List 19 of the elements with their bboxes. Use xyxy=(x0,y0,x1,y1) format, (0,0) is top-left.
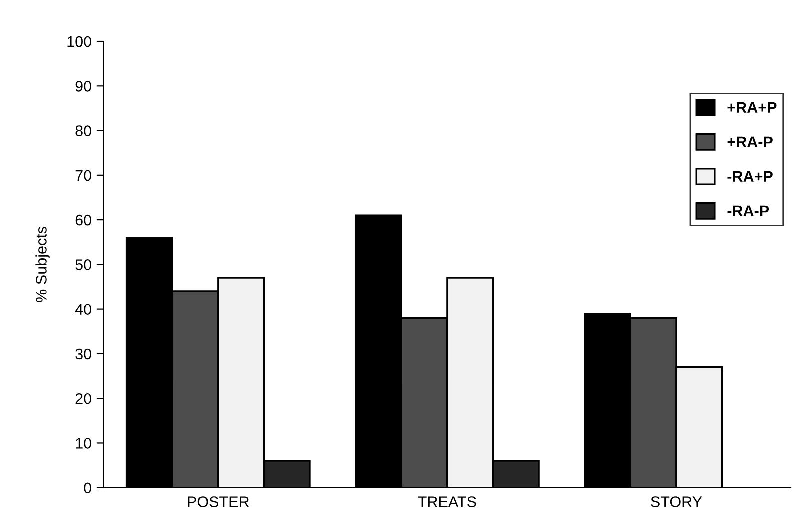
y-tick-label: 0 xyxy=(84,482,92,494)
y-tick-label: 80 xyxy=(76,126,92,136)
y-tick-label: 100 xyxy=(68,36,92,48)
y-tick-label: 50 xyxy=(76,260,92,270)
y-axis-title: % Subjects xyxy=(36,227,50,302)
y-tick-label: 10 xyxy=(76,438,92,449)
legend-label: +RA-P xyxy=(728,136,773,148)
y-tick-label: 70 xyxy=(76,170,92,182)
y-tick-label: 40 xyxy=(75,304,92,316)
legend-label: -RA+P xyxy=(728,171,773,182)
y-tick-label: 60 xyxy=(76,214,92,226)
y-tick-label: 30 xyxy=(76,348,92,360)
y-tick-label: 90 xyxy=(76,81,92,92)
x-tick-label: TREATS xyxy=(418,496,476,508)
legend-label: +RA+P xyxy=(728,102,777,113)
legend-label: -RA-P xyxy=(728,206,770,216)
x-tick-label: POSTER xyxy=(188,496,250,508)
x-tick-label: STORY xyxy=(651,496,702,508)
y-tick-label: 20 xyxy=(76,393,92,404)
